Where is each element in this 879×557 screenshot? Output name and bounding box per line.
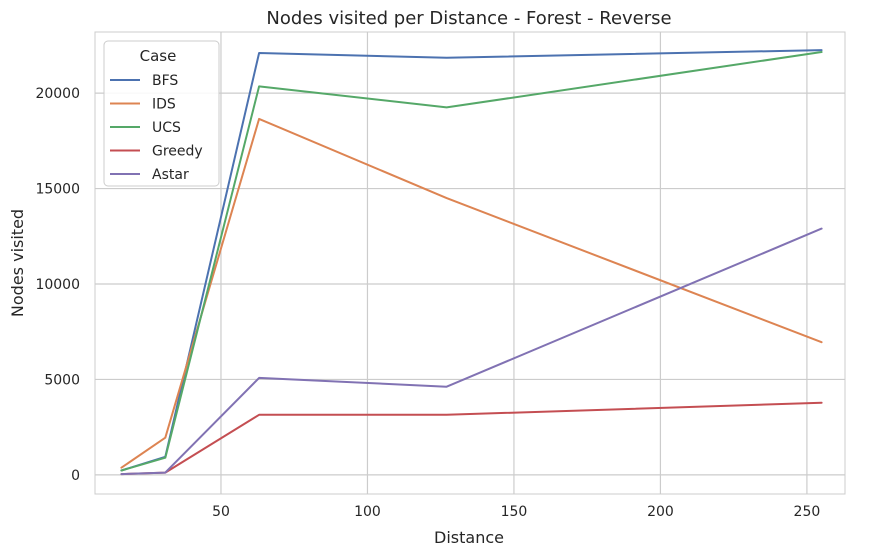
legend-entries: BFS IDS UCS Greedy Astar: [110, 73, 203, 183]
legend-label-bfs: BFS: [152, 73, 178, 89]
y-tick-label: 0: [71, 468, 80, 484]
x-axis-label: Distance: [434, 528, 504, 547]
y-tick-label: 5000: [44, 372, 80, 388]
x-tick-label: 200: [647, 504, 674, 520]
plot-area: [94, 31, 846, 495]
series-line-ucs: [120, 51, 823, 472]
series-line-astar: [120, 227, 823, 476]
legend-label-ids: IDS: [152, 97, 176, 113]
y-tick-label: 15000: [35, 182, 80, 198]
legend-title: Case: [140, 47, 177, 65]
y-axis-ticks: 0 5000 10000 15000 20000: [35, 86, 80, 484]
legend-label-greedy: Greedy: [152, 144, 203, 160]
chart-title: Nodes visited per Distance - Forest - Re…: [266, 8, 671, 29]
y-tick-label: 20000: [35, 86, 80, 102]
x-axis-ticks: 50 100 150 200 250: [212, 504, 820, 520]
series-line-ids: [120, 117, 823, 469]
x-tick-label: 100: [354, 504, 381, 520]
y-tick-label: 10000: [35, 277, 80, 293]
grid-lines: [95, 32, 845, 494]
x-tick-label: 50: [212, 504, 230, 520]
x-tick-label: 150: [501, 504, 528, 520]
legend-label-ucs: UCS: [152, 120, 181, 136]
series-lines: [120, 49, 823, 476]
legend: Case BFS IDS UCS Greedy Astar: [103, 40, 220, 187]
x-tick-label: 250: [794, 504, 821, 520]
y-axis-label: Nodes visited: [8, 209, 27, 317]
legend-label-astar: Astar: [152, 167, 189, 183]
